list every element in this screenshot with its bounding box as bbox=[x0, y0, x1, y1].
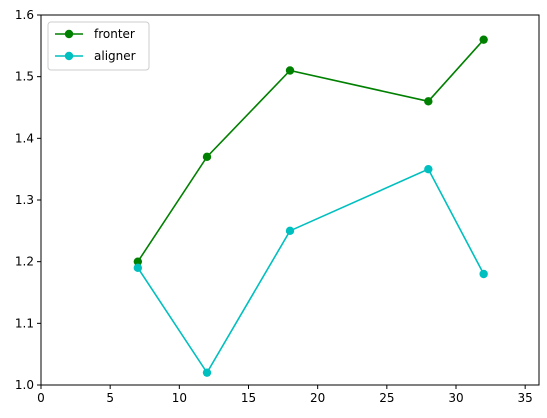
data-point-fronter-3 bbox=[424, 97, 433, 106]
x-tick-label-4: 20 bbox=[310, 391, 325, 405]
x-tick-label-1: 5 bbox=[106, 391, 114, 405]
data-point-fronter-4 bbox=[479, 35, 488, 44]
x-tick-label-5: 25 bbox=[379, 391, 394, 405]
data-point-aligner-4 bbox=[479, 269, 488, 279]
legend-marker-aligner bbox=[64, 51, 74, 61]
series-fronter bbox=[133, 35, 488, 266]
y-tick-label-4: 1.4 bbox=[15, 131, 34, 145]
data-point-aligner-2 bbox=[285, 226, 295, 236]
data-point-aligner-3 bbox=[424, 164, 433, 174]
x-tick-label-6: 30 bbox=[448, 391, 463, 405]
x-tick-label-2: 10 bbox=[172, 391, 187, 405]
y-tick-label-6: 1.6 bbox=[15, 8, 34, 22]
legend-marker-fronter bbox=[64, 29, 74, 39]
series-aligner bbox=[133, 164, 488, 377]
legend-label-aligner: aligner bbox=[94, 49, 136, 63]
legend: fronter aligner bbox=[47, 21, 150, 71]
y-tick-label-0: 1.0 bbox=[15, 378, 34, 392]
data-point-aligner-0 bbox=[133, 263, 143, 273]
y-tick-label-1: 1.1 bbox=[15, 316, 34, 330]
plot-area: 0 5 10 15 20 25 30 35 1.0 1.1 1.2 1.3 1.4 1.5 1.6 bbox=[15, 8, 540, 405]
data-point-fronter-2 bbox=[285, 66, 295, 75]
y-tick-label-5: 1.5 bbox=[15, 70, 34, 84]
y-tick-label-3: 1.3 bbox=[15, 193, 34, 207]
x-tick-label-7: 35 bbox=[518, 391, 533, 405]
series-line-aligner bbox=[137, 168, 485, 375]
x-tick-label-0: 0 bbox=[37, 391, 45, 405]
legend-label-fronter: fronter bbox=[94, 27, 135, 41]
series-line-fronter bbox=[137, 39, 485, 263]
data-point-fronter-1 bbox=[202, 152, 212, 162]
y-tick-label-2: 1.2 bbox=[15, 255, 34, 269]
x-tick-label-3: 15 bbox=[241, 391, 256, 405]
legend-item-aligner: aligner bbox=[55, 49, 136, 63]
data-point-aligner-1 bbox=[202, 368, 212, 377]
data-point-fronter-0 bbox=[133, 257, 143, 266]
legend-item-fronter: fronter bbox=[55, 27, 135, 41]
